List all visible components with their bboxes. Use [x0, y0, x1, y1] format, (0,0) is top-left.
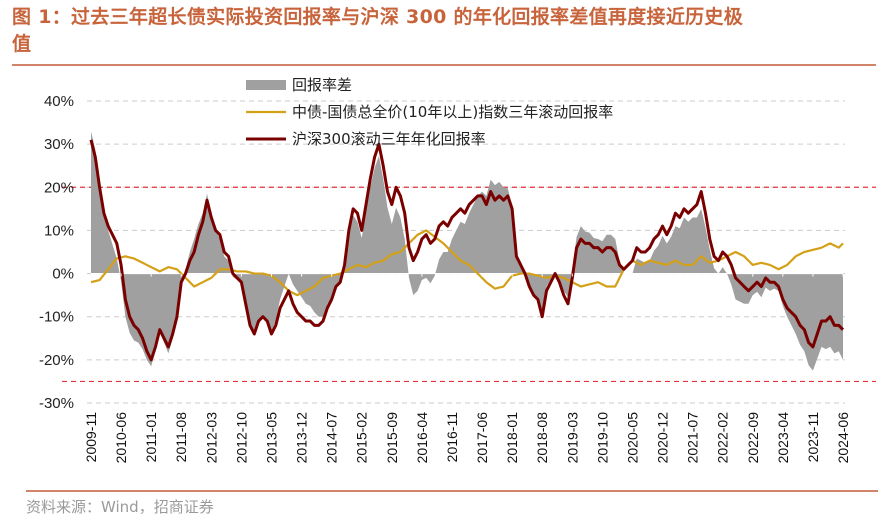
x-tick-label: 2016-11	[444, 412, 460, 463]
footer-divider	[26, 490, 878, 492]
x-tick-label: 2022-02	[715, 412, 731, 464]
y-tick-label: -30%	[39, 395, 74, 412]
y-tick-label: 10%	[44, 222, 74, 239]
y-tick-label: 0%	[52, 266, 74, 283]
x-tick-label: 2023-11	[805, 412, 821, 463]
x-tick-label: 2024-06	[835, 412, 851, 464]
x-tick-label: 2013-05	[263, 412, 279, 464]
y-tick-label: 20%	[44, 179, 74, 196]
x-tick-label: 2012-03	[203, 412, 219, 464]
y-tick-label: 40%	[44, 93, 74, 110]
x-tick-label: 2013-12	[294, 412, 310, 464]
csi300-return-line	[89, 139, 845, 362]
x-tick-label: 2015-02	[354, 412, 370, 464]
diff-area	[91, 131, 843, 371]
legend-label: 回报率差	[292, 76, 352, 94]
x-tick-label: 2019-03	[564, 412, 580, 464]
title-divider	[12, 64, 876, 66]
source-note: 资料来源：Wind，招商证券	[26, 498, 214, 516]
legend-swatch-diff	[246, 80, 286, 90]
y-tick-label: -20%	[39, 352, 74, 369]
x-tick-label: 2018-08	[534, 412, 550, 464]
reference-lines	[62, 186, 876, 383]
x-tick-label: 2023-04	[775, 412, 791, 464]
x-tick-label: 2016-04	[414, 412, 430, 464]
legend-label: 沪深300滚动三年年化回报率	[292, 130, 486, 148]
x-tick-label: 2011-01	[143, 412, 159, 463]
x-tick-label: 2012-10	[233, 412, 249, 464]
x-tick-label: 2015-09	[384, 412, 400, 464]
diff-area-layer	[91, 131, 843, 371]
x-tick-label: 2021-07	[685, 412, 701, 464]
y-axis-ticks: 40% 30% 20% 10% 0% -10% -20% -30%	[39, 93, 74, 412]
y-tick-label: -10%	[39, 309, 74, 326]
x-tick-label: 2020-12	[655, 412, 671, 464]
chart-title-line-1: 图 1：过去三年超长债实际投资回报率与沪深 300 的年化回报率差值再度接近历史…	[12, 6, 744, 28]
x-axis-ticks: 2009-11 2010-06 2011-01 2011-08 2012-03 2012-…	[83, 273, 851, 464]
y-tick-label: 30%	[44, 136, 74, 153]
x-tick-label: 2018-01	[504, 412, 520, 464]
x-tick-label: 2022-09	[745, 412, 761, 464]
x-tick-label: 2019-10	[594, 412, 610, 464]
x-tick-label: 2017-06	[474, 412, 490, 464]
x-tick-label: 2009-11	[83, 412, 99, 463]
chart-title: 图 1：过去三年超长债实际投资回报率与沪深 300 的年化回报率差值再度接近历史…	[12, 4, 888, 58]
x-tick-label: 2010-06	[113, 412, 129, 464]
x-tick-label: 2014-07	[324, 412, 340, 464]
x-tick-label: 2020-05	[624, 412, 640, 464]
legend-label: 中债-国债总全价(10年以上)指数三年滚动回报率	[292, 103, 613, 121]
x-tick-label: 2011-08	[173, 412, 189, 463]
legend: 回报率差中债-国债总全价(10年以上)指数三年滚动回报率沪深300滚动三年年化回…	[246, 76, 613, 148]
chart-title-line-2: 值	[12, 33, 32, 55]
series-lines-layer	[89, 139, 845, 362]
